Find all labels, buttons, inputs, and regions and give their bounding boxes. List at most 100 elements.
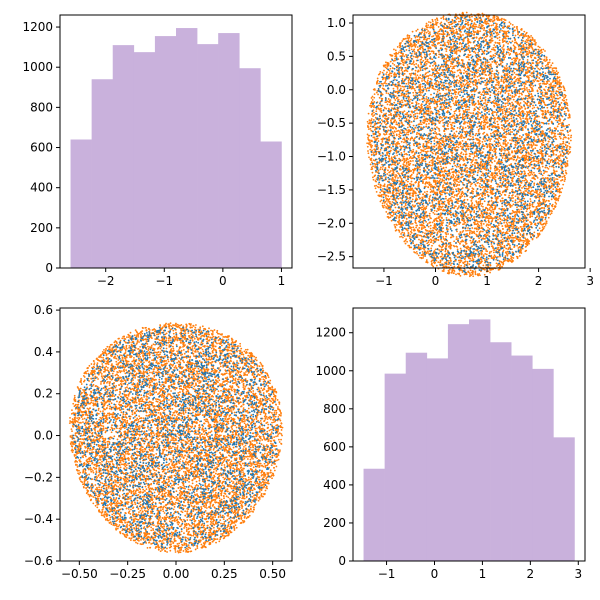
scatter-point xyxy=(486,188,489,191)
scatter-point xyxy=(541,116,544,119)
scatter-point xyxy=(477,197,480,200)
scatter-point xyxy=(426,58,429,61)
scatter-point xyxy=(398,180,401,182)
scatter-point xyxy=(429,74,431,77)
scatter-point xyxy=(404,204,407,207)
scatter-point xyxy=(428,182,431,184)
scatter-point xyxy=(509,244,511,247)
scatter-point xyxy=(501,238,504,241)
y-tick-label: 0 xyxy=(45,261,53,275)
scatter-point xyxy=(455,174,458,177)
scatter-point xyxy=(460,45,463,48)
scatter-point xyxy=(527,53,529,56)
scatter-point xyxy=(385,61,387,64)
scatter-point xyxy=(497,218,499,221)
scatter-point xyxy=(459,231,462,234)
scatter-point xyxy=(539,124,541,127)
scatter-point xyxy=(507,142,509,144)
scatter-point xyxy=(468,51,471,54)
scatter-point xyxy=(503,193,506,196)
scatter-point xyxy=(437,81,440,83)
scatter-point xyxy=(457,35,459,38)
scatter-point xyxy=(396,154,399,157)
scatter-point xyxy=(489,271,491,274)
scatter-point xyxy=(473,211,476,214)
scatter-point xyxy=(489,146,492,148)
scatter-point xyxy=(468,58,471,61)
scatter-point xyxy=(484,123,487,126)
scatter-point xyxy=(487,226,489,229)
scatter-point xyxy=(534,144,537,147)
scatter-point xyxy=(455,75,458,78)
scatter-point xyxy=(415,226,417,229)
scatter-point xyxy=(478,24,481,27)
scatter-point xyxy=(483,29,485,31)
scatter-point xyxy=(432,211,435,214)
scatter-point xyxy=(433,209,436,212)
scatter-point xyxy=(497,56,500,59)
scatter-point xyxy=(489,132,492,135)
scatter-point xyxy=(448,86,451,89)
scatter-point xyxy=(537,45,540,48)
scatter-point xyxy=(434,23,437,26)
scatter-point xyxy=(453,21,456,24)
scatter-point xyxy=(458,136,461,139)
scatter-point xyxy=(425,95,428,98)
scatter-point xyxy=(475,137,477,140)
scatter-point xyxy=(451,25,454,28)
scatter-point xyxy=(504,68,506,70)
scatter-point xyxy=(509,128,512,131)
scatter-point xyxy=(489,41,492,44)
scatter-point xyxy=(522,117,524,120)
scatter-point xyxy=(467,125,469,127)
scatter-point xyxy=(510,89,513,92)
scatter-point xyxy=(458,205,460,208)
scatter-point xyxy=(541,91,544,94)
scatter-point xyxy=(551,98,554,101)
scatter-point xyxy=(456,230,458,233)
scatter-point xyxy=(418,193,421,196)
scatter-point xyxy=(416,252,419,255)
scatter-point xyxy=(439,22,442,25)
scatter-point xyxy=(370,97,373,99)
scatter-point xyxy=(439,139,442,141)
scatter-point xyxy=(541,174,544,177)
scatter-point xyxy=(520,120,523,123)
scatter-point xyxy=(484,258,486,260)
scatter-point xyxy=(511,24,514,26)
scatter-point xyxy=(500,236,503,239)
scatter-point xyxy=(507,104,509,107)
scatter-point xyxy=(516,257,519,260)
scatter-point xyxy=(434,130,436,133)
scatter-point xyxy=(525,178,527,181)
scatter-point xyxy=(454,96,456,98)
scatter-point xyxy=(413,87,416,90)
scatter-point xyxy=(452,244,455,247)
scatter-point xyxy=(532,104,534,107)
scatter-point xyxy=(443,133,446,135)
histogram-bar xyxy=(197,44,219,268)
scatter-point xyxy=(479,214,482,217)
scatter-point xyxy=(492,251,495,254)
scatter-point xyxy=(499,18,501,21)
scatter-point xyxy=(487,217,490,220)
scatter-point xyxy=(375,190,378,193)
scatter-point xyxy=(436,231,439,234)
scatter-point xyxy=(469,135,472,138)
scatter-point xyxy=(448,203,450,206)
scatter-point xyxy=(388,202,391,205)
scatter-point xyxy=(548,200,550,202)
scatter-point xyxy=(416,131,419,134)
scatter-point xyxy=(558,135,561,138)
y-tick-label: 400 xyxy=(30,181,53,195)
scatter-point xyxy=(506,133,508,135)
scatter-point xyxy=(501,231,504,234)
scatter-point xyxy=(425,181,428,184)
scatter-point xyxy=(456,223,458,226)
scatter-point xyxy=(430,263,433,266)
y-tick-label: 600 xyxy=(30,141,53,155)
scatter-point xyxy=(374,138,376,140)
scatter-point xyxy=(438,100,441,103)
scatter-point xyxy=(500,211,503,214)
